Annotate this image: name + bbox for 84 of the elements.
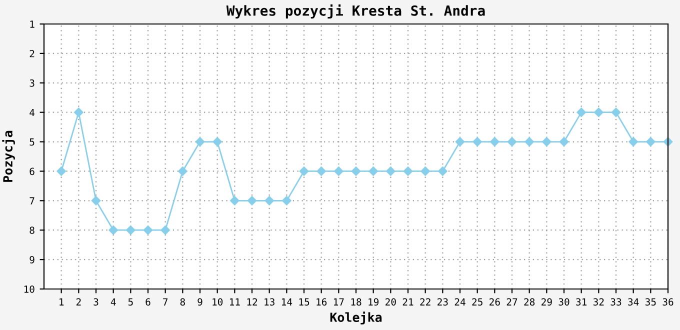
y-axis-title: Pozycja	[2, 130, 15, 182]
x-tick-label: 10	[212, 298, 223, 306]
point	[178, 166, 188, 176]
y-tick-label: 8	[30, 226, 34, 234]
x-tick-label: 8	[180, 298, 185, 306]
point	[143, 225, 153, 235]
x-tick-label: 27	[506, 298, 518, 306]
point	[455, 137, 465, 146]
y-tick-label: 4	[30, 108, 35, 116]
point	[420, 166, 430, 176]
point	[160, 225, 170, 235]
point	[438, 166, 448, 176]
point	[368, 166, 378, 176]
x-tick-label: 11	[230, 298, 240, 306]
x-tick-label: 26	[490, 298, 500, 306]
point	[316, 166, 326, 176]
x-tick-label: 20	[386, 298, 396, 306]
x-tick-label: 33	[610, 298, 622, 306]
x-tick-label: 15	[299, 298, 310, 306]
chart-title: Wykres pozycji Kresta St. Andra	[226, 4, 485, 19]
x-tick-label: 12	[247, 298, 258, 306]
point	[212, 137, 222, 146]
x-tick-label: 35	[645, 298, 656, 306]
x-tick-label: 17	[334, 298, 344, 306]
point	[282, 196, 292, 206]
x-tick-label: 30	[558, 298, 570, 306]
point	[230, 196, 240, 206]
x-tick-label: 25	[472, 298, 482, 306]
point	[195, 137, 205, 146]
y-tick-label: 10	[24, 286, 34, 293]
x-tick-label: 6	[146, 298, 150, 306]
point	[74, 108, 84, 117]
x-tick-label: 34	[628, 298, 639, 306]
x-tick-label: 9	[198, 298, 202, 306]
y-tick-label: 2	[30, 50, 34, 58]
point	[91, 196, 101, 206]
point	[126, 225, 136, 235]
x-tick-label: 2	[76, 298, 81, 306]
point	[56, 166, 66, 176]
point	[108, 225, 118, 235]
x-tick-label: 14	[282, 298, 292, 306]
x-axis-title: Kolejka	[330, 312, 382, 324]
y-tick-label: 6	[30, 168, 34, 176]
x-tick-label: 16	[316, 298, 327, 306]
x-tick-label: 21	[402, 298, 414, 306]
point	[299, 166, 309, 176]
x-tick-label: 36	[662, 298, 674, 306]
point	[542, 137, 552, 146]
x-tick-label: 1	[60, 298, 64, 306]
x-tick-label: 19	[368, 298, 379, 306]
point	[472, 137, 482, 146]
point	[524, 137, 534, 146]
point	[576, 108, 586, 117]
point	[507, 137, 517, 146]
point	[628, 137, 638, 146]
x-tick-label: 28	[524, 298, 535, 306]
point	[490, 137, 500, 146]
x-tick-label: 29	[542, 298, 552, 306]
point	[264, 196, 274, 206]
y-tick-label: 5	[30, 138, 34, 146]
point	[594, 108, 604, 117]
y-tick-label: 3	[30, 79, 34, 87]
x-tick-label: 7	[163, 298, 168, 306]
x-tick-label: 22	[420, 298, 430, 306]
y-tick-label: 9	[30, 256, 34, 264]
y-tick-label: 7	[30, 197, 34, 204]
x-tick-label: 31	[576, 298, 587, 306]
point	[559, 137, 569, 146]
x-tick-label: 4	[110, 298, 116, 306]
x-tick-label: 32	[593, 298, 604, 306]
point	[386, 166, 396, 176]
x-tick-label: 18	[351, 298, 362, 306]
y-tick-label: 1	[30, 20, 34, 28]
point	[403, 166, 413, 176]
x-tick-label: 3	[94, 298, 98, 306]
point	[351, 166, 361, 176]
point	[247, 196, 257, 206]
x-tick-label: 5	[128, 298, 133, 306]
x-tick-label: 23	[438, 298, 448, 306]
point	[334, 166, 344, 176]
x-tick-label: 13	[264, 298, 274, 306]
point	[611, 108, 621, 117]
x-tick-label: 24	[454, 298, 466, 306]
point	[646, 137, 656, 146]
